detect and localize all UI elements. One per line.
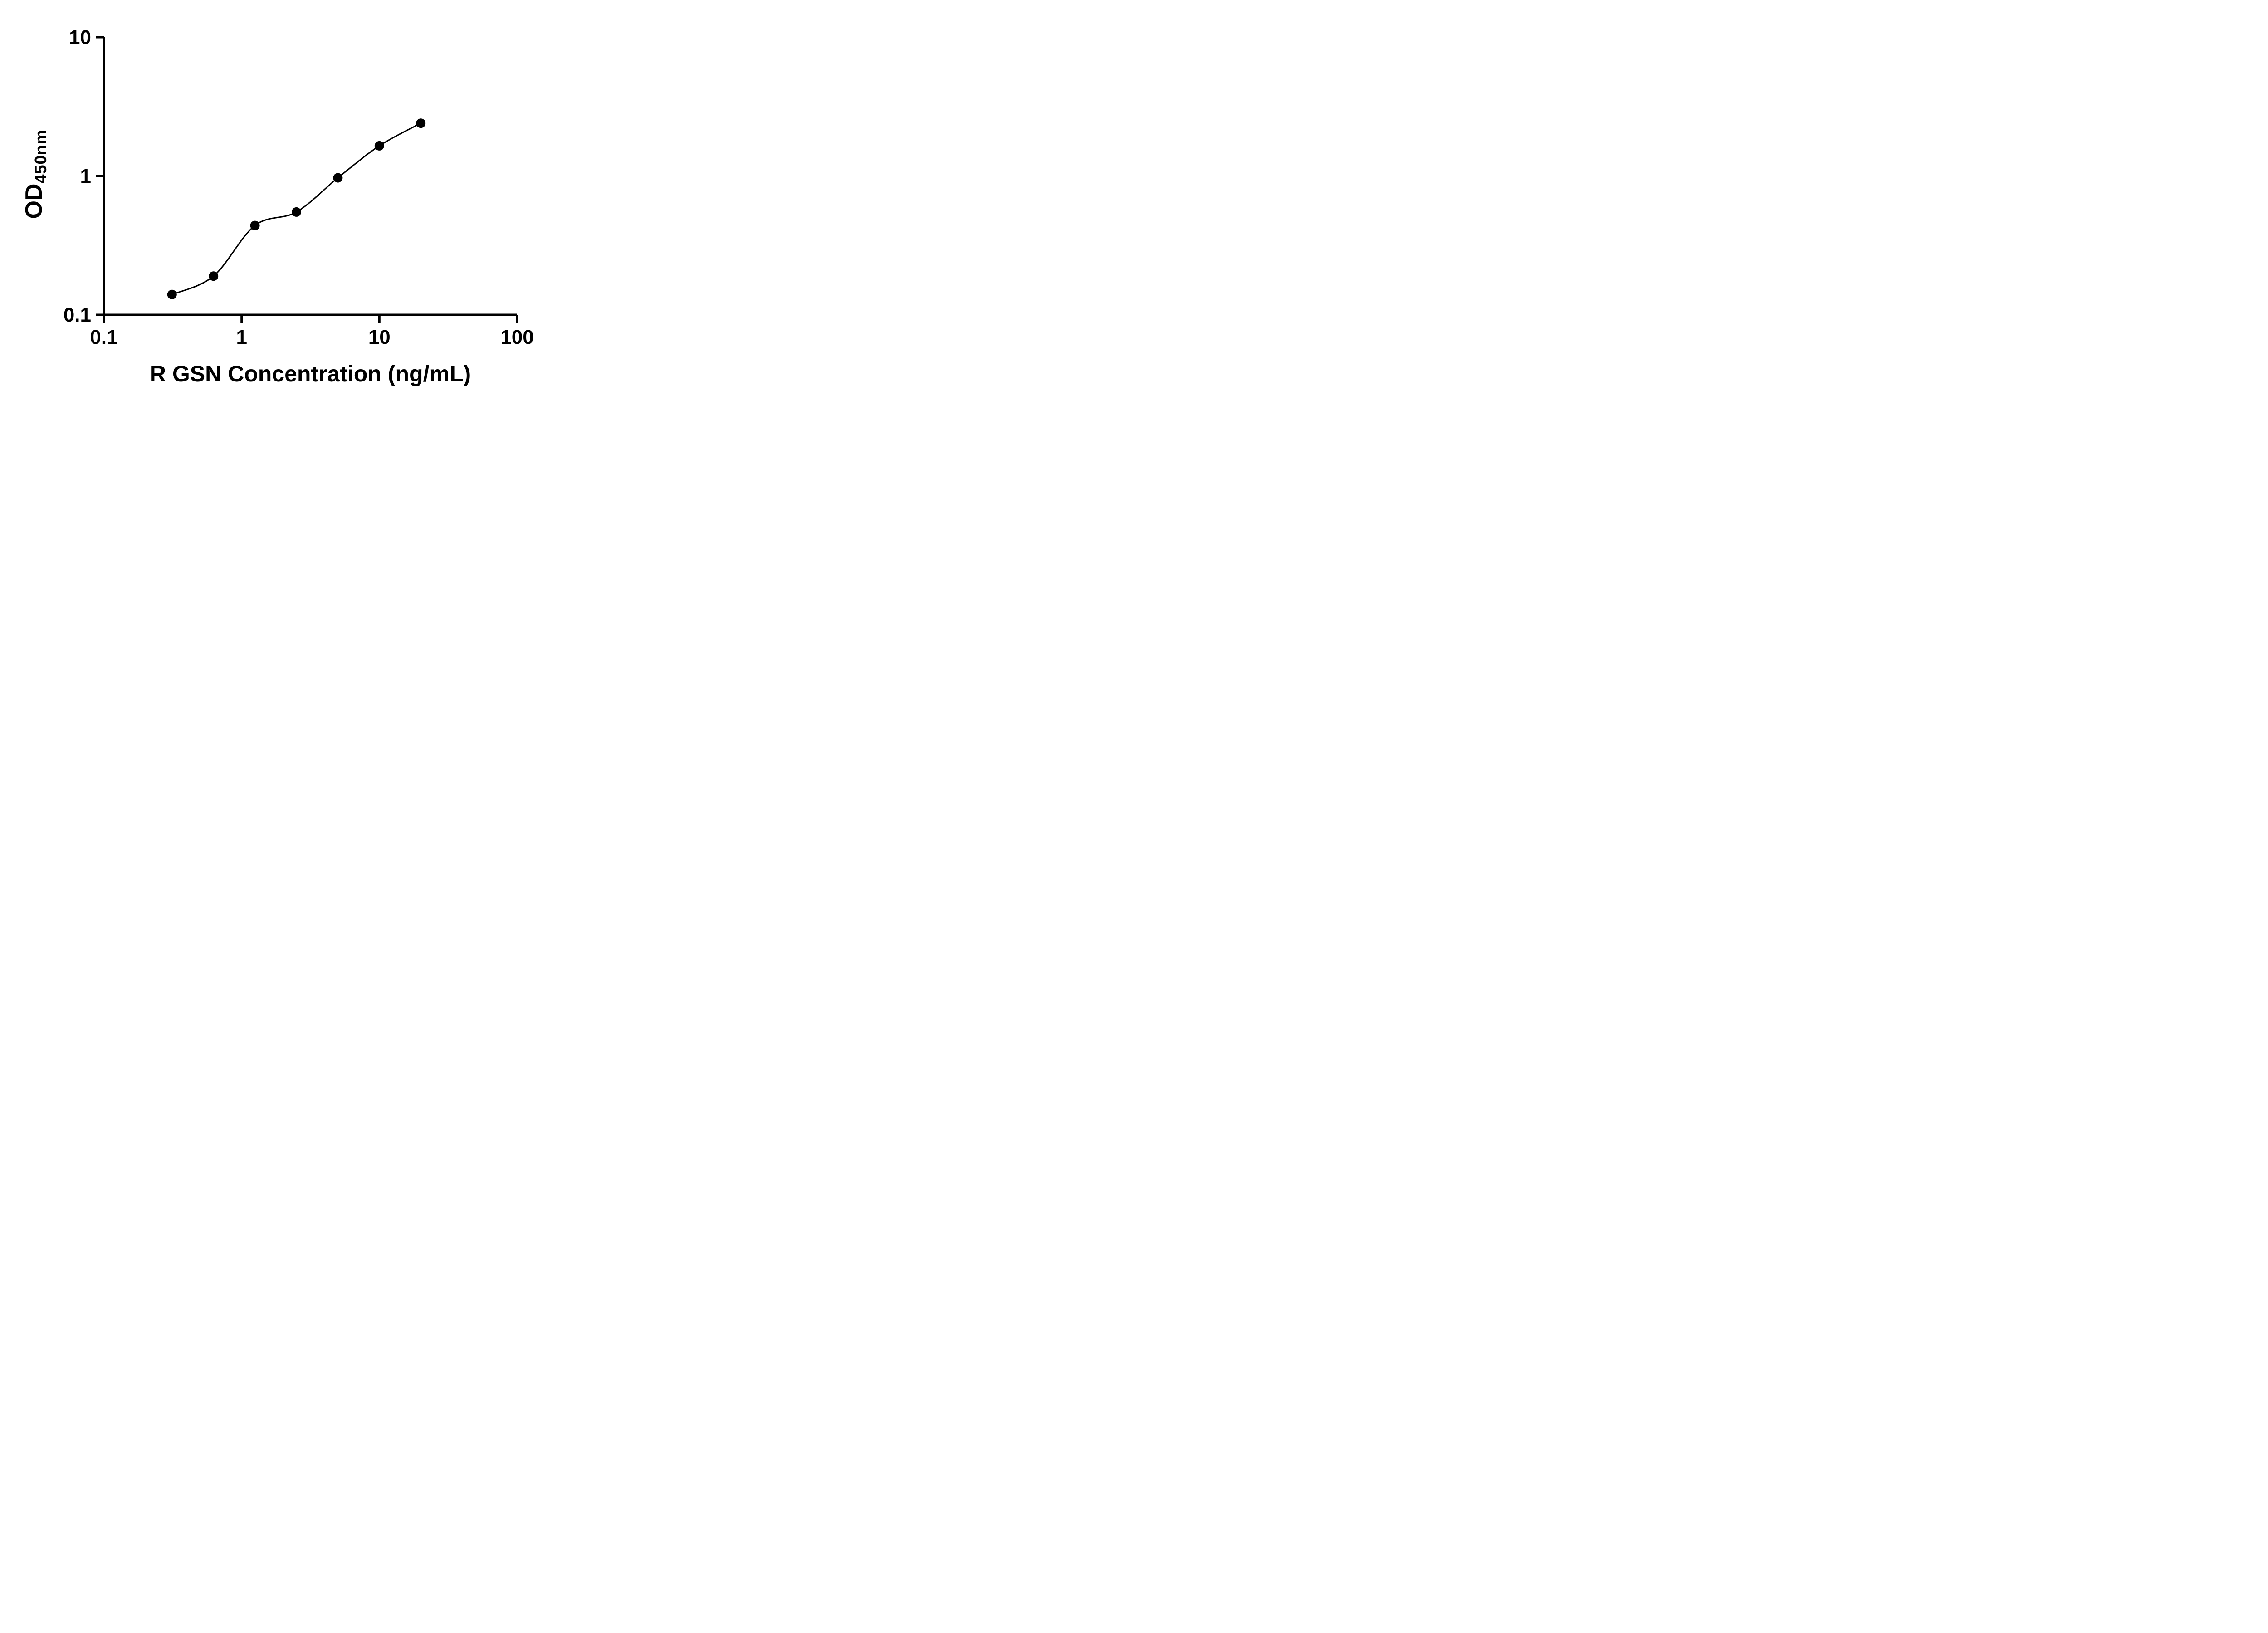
data-point (209, 271, 219, 281)
x-axis-tick-label: 100 (500, 326, 533, 348)
data-point (374, 141, 384, 151)
x-axis-tick-label: 0.1 (90, 326, 117, 348)
data-point (250, 220, 260, 230)
x-axis-title: R GSN Concentration (ng/mL) (149, 361, 471, 386)
y-axis-tick-label: 0.1 (64, 304, 91, 326)
y-axis-title: OD450nm (20, 129, 50, 219)
y-axis-tick-label: 10 (69, 26, 91, 49)
data-point (292, 207, 301, 217)
axis-lines (103, 37, 517, 316)
data-point (333, 173, 343, 183)
x-axis-tick-label: 10 (368, 326, 391, 348)
standard-curve-chart: 0.1 1 10 100 0.1 1 10 OD450nm R GSN Concentrat… (0, 0, 572, 408)
y-axis-title-main: OD (21, 183, 47, 219)
y-axis-tick-label: 1 (80, 165, 91, 187)
x-axis-tick-label: 1 (236, 326, 247, 348)
y-axis-title-subscript: 450nm (31, 129, 50, 184)
data-point (416, 118, 426, 128)
data-point (167, 289, 177, 299)
chart-plot-area: 0.1 1 10 100 0.1 1 10 (64, 26, 534, 348)
